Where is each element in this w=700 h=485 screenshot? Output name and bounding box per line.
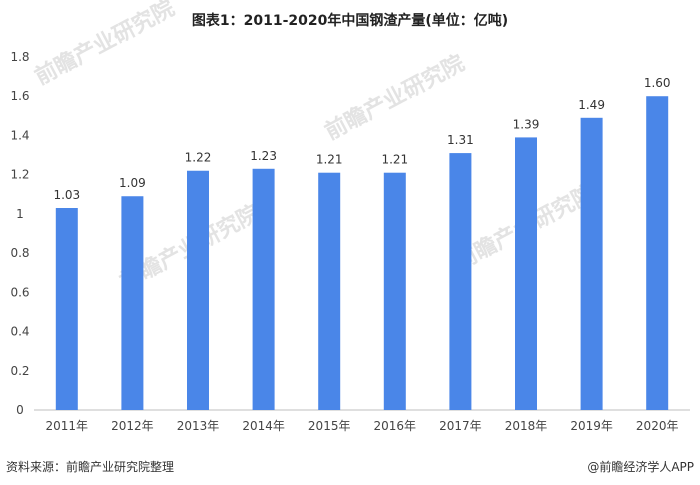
y-tick-label: 1.4 [10, 128, 29, 142]
bar-9 [580, 117, 603, 411]
y-tick-label: 0 [16, 403, 24, 417]
data-label: 1.31 [447, 133, 474, 147]
bar-8 [515, 137, 537, 410]
watermark-0: 前瞻产业研究院 [321, 50, 469, 145]
y-tick-label: 1.8 [10, 50, 29, 64]
data-label: 1.09 [119, 176, 146, 190]
data-label: 1.23 [250, 149, 277, 163]
bar-3 [187, 170, 209, 410]
y-tick-label: 1.6 [10, 89, 29, 103]
y-tick-label: 0.6 [10, 285, 29, 299]
data-label: 1.03 [53, 188, 80, 202]
y-tick-label: 0.8 [10, 246, 29, 260]
chart-title: 图表1：2011-2020年中国钢渣产量(单位：亿吨) [191, 13, 509, 29]
x-tick-label: 2012年 [111, 419, 154, 433]
bar-1 [55, 208, 78, 410]
x-tick-label: 2019年 [570, 419, 613, 433]
y-tick-label: 0.2 [10, 364, 29, 378]
data-label: 1.21 [316, 153, 343, 167]
x-tick-label: 2020年 [636, 419, 679, 433]
bar-10 [646, 96, 669, 410]
data-label: 1.22 [185, 151, 212, 165]
data-label: 1.39 [513, 117, 540, 131]
y-tick-label: 1.2 [10, 168, 29, 182]
x-tick-label: 2011年 [46, 419, 89, 433]
x-tick-label: 2014年 [242, 419, 285, 433]
brand-credit: @前瞻经济学人APP [587, 460, 694, 474]
bar-7 [449, 153, 472, 410]
bar-6 [383, 172, 406, 410]
data-label: 1.21 [381, 153, 408, 167]
y-tick-label: 0.4 [10, 325, 29, 339]
bar-2 [121, 196, 144, 410]
x-tick-label: 2013年 [177, 419, 220, 433]
watermark-3: 前瞻产业研究院 [31, 0, 179, 90]
data-label: 1.49 [578, 98, 605, 112]
x-tick-label: 2017年 [439, 419, 482, 433]
data-label: 1.60 [644, 76, 671, 90]
bar-4 [252, 168, 275, 410]
x-tick-label: 2016年 [374, 419, 417, 433]
x-tick-label: 2015年 [308, 419, 351, 433]
bar-5 [318, 172, 341, 410]
source-note: 资料来源：前瞻产业研究院整理 [6, 460, 175, 474]
y-tick-label: 1 [16, 207, 24, 221]
x-tick-label: 2018年 [505, 419, 548, 433]
